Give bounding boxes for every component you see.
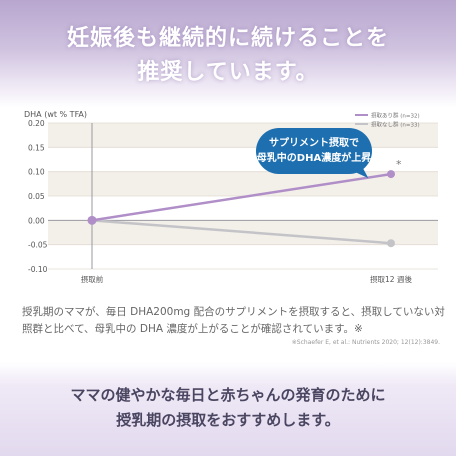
y-tick-label: -0.05 <box>28 241 48 250</box>
callout-bubble: サプリメント摂取で 母乳中のDHA濃度が上昇 <box>256 128 372 174</box>
callout-line-1: サプリメント摂取で <box>269 138 359 149</box>
headline-line-2: 推奨しています。 <box>137 60 319 85</box>
citation: ※Schaefer E, et al.: Nutrients 2020; 12(… <box>291 339 440 346</box>
y-tick-label: 0.10 <box>28 168 45 177</box>
data-point <box>87 215 97 225</box>
caption-line-1: 授乳期のママが、毎日 DHA200mg 配合のサプリメントを摂取すると、摂取して… <box>22 306 445 318</box>
plot-band <box>48 244 438 269</box>
y-tick-label: 0.05 <box>28 192 45 201</box>
header-band <box>0 0 456 108</box>
footer-band <box>0 362 456 456</box>
series-line <box>91 172 392 222</box>
headline-line-1: 妊娠後も継続的に続けることを <box>66 26 389 51</box>
data-point <box>387 170 395 179</box>
legend-label: 摂取なし群 (n=33) <box>371 121 420 129</box>
dha-line-chart: 0.20 0.15 0.10 0.05 0.00 -0.05 -0.10 DHA (wt % … <box>24 110 438 284</box>
caption: 授乳期のママが、毎日 DHA200mg 配合のサプリメントを摂取すると、摂取して… <box>22 304 445 338</box>
y-axis-label: DHA (wt % TFA) <box>24 110 87 119</box>
caption-line-2: 照群と比べて、母乳中の DHA 濃度が上がることが確認されています。※ <box>22 323 363 335</box>
y-tick-label: 0.15 <box>28 143 45 152</box>
y-tick-label: -0.10 <box>28 265 48 274</box>
footer-line-1: ママの健やかな毎日と赤ちゃんの発育のために <box>70 386 386 404</box>
data-point <box>387 239 395 248</box>
plot-band <box>48 196 438 221</box>
y-tick-label: 0.20 <box>28 119 45 128</box>
plot-band <box>48 123 438 148</box>
callout-line-2: 母乳中のDHA濃度が上昇 <box>256 153 372 164</box>
x-tick-label: 摂取12 週後 <box>370 274 412 284</box>
legend-label: 摂取あり群 (n=32) <box>371 112 420 120</box>
series-line <box>91 219 392 245</box>
y-tick-label: 0.00 <box>28 216 45 225</box>
footer-message: ママの健やかな毎日と赤ちゃんの発育のために 授乳期の摂取をおすすめします。 <box>0 383 456 433</box>
x-tick-label: 摂取前 <box>81 274 104 284</box>
footer-line-2: 授乳期の摂取をおすすめします。 <box>116 411 340 429</box>
headline: 妊娠後も継続的に続けることを 推奨しています。 <box>0 22 456 90</box>
plot-band <box>48 147 438 172</box>
significance-marker: * <box>396 158 402 171</box>
